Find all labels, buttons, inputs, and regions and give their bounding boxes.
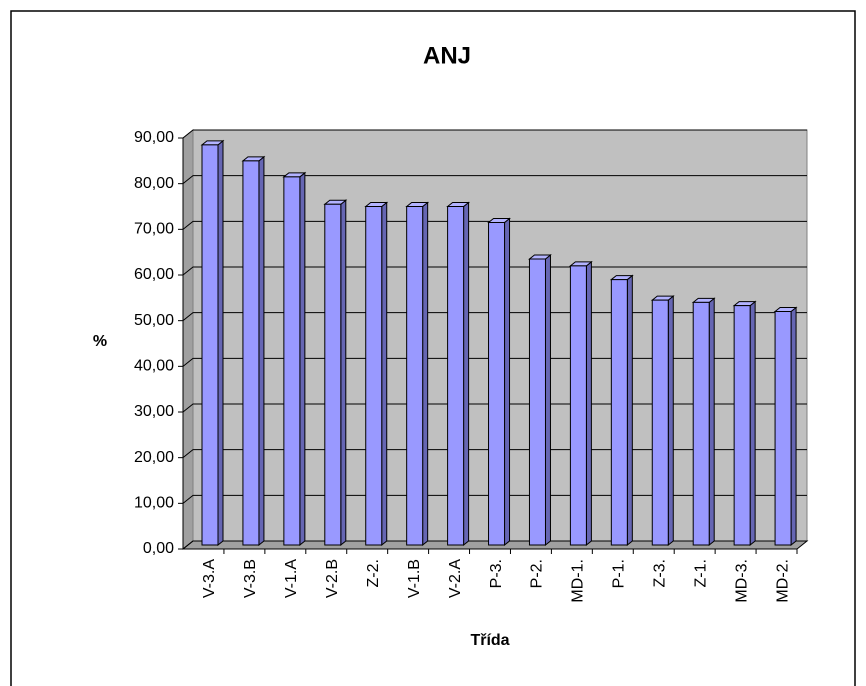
grid-line <box>182 312 807 322</box>
y-tick-label: 0,00 <box>143 540 174 557</box>
y-axis-label: % <box>93 333 107 350</box>
bar-side <box>790 306 797 547</box>
x-tick-label: P-1. <box>611 559 628 588</box>
x-axis-label: Třída <box>470 632 509 649</box>
bar-front <box>488 221 506 546</box>
x-tick-label: V-3.B <box>242 559 259 598</box>
grid-line <box>182 494 807 504</box>
bar-front <box>733 305 751 546</box>
bar-side <box>749 300 756 547</box>
bar <box>200 139 225 547</box>
bar <box>282 171 307 547</box>
bar-side <box>340 199 347 547</box>
x-tick-label: V-2.B <box>324 559 341 598</box>
y-tick-label: 10,00 <box>134 495 174 512</box>
y-tick-label: 90,00 <box>134 129 174 146</box>
x-tick-label: V-2.A <box>447 559 464 598</box>
bar-front <box>242 160 260 546</box>
x-tick-label: Z-3. <box>651 559 668 587</box>
bar-side <box>422 201 429 547</box>
bar <box>528 253 552 547</box>
bar <box>732 300 757 547</box>
y-tick-label: 70,00 <box>134 221 174 238</box>
bar <box>364 201 389 547</box>
x-tick-label: Z-2. <box>365 559 382 587</box>
bar <box>446 201 471 547</box>
x-tick-label: P-2. <box>529 559 546 588</box>
bar <box>650 295 675 547</box>
y-tick-label: 20,00 <box>134 449 174 466</box>
x-tick-label: Z-1. <box>692 559 709 587</box>
bar-front <box>365 206 383 546</box>
bar-front <box>324 203 342 546</box>
grid-line <box>182 220 807 230</box>
bar-side <box>708 297 715 547</box>
bar-side <box>217 139 224 547</box>
bar-side <box>299 171 306 547</box>
bar-side <box>381 201 388 547</box>
x-tick-label: V-1.A <box>283 559 300 598</box>
bar <box>609 274 634 547</box>
bar-front <box>406 206 424 546</box>
bar <box>405 201 430 547</box>
bar <box>773 306 798 547</box>
y-tick-label: 60,00 <box>134 266 174 283</box>
bar-front <box>651 299 669 546</box>
grid-line <box>182 449 807 459</box>
bar-front <box>610 279 628 546</box>
bar <box>241 155 266 547</box>
grid-line <box>182 403 807 413</box>
grid-line <box>182 266 807 276</box>
bar-side <box>585 260 592 547</box>
chart-title: ANJ <box>423 42 471 69</box>
bar-front <box>692 301 710 546</box>
grid-line <box>182 129 807 139</box>
bar-front <box>774 311 792 546</box>
bar <box>323 199 348 547</box>
bar-side <box>667 295 674 547</box>
bar-front <box>569 265 587 546</box>
y-tick-label: 50,00 <box>134 312 174 329</box>
bar <box>487 217 511 547</box>
x-tick-label: V-1.B <box>406 559 423 598</box>
x-tick-label: P-3. <box>488 559 505 588</box>
bar-front <box>447 206 465 546</box>
y-tick-label: 40,00 <box>134 358 174 375</box>
y-tick-label: 80,00 <box>134 175 174 192</box>
bar-side <box>626 274 633 547</box>
bar-side <box>544 253 551 547</box>
bar-front <box>528 258 546 546</box>
bar <box>568 260 593 547</box>
bar-side <box>258 155 265 547</box>
grid-line <box>182 175 807 185</box>
side-wall <box>182 128 194 551</box>
grid-line <box>182 357 807 367</box>
bar-side <box>463 201 470 547</box>
grid-line <box>182 540 807 550</box>
x-tick-label: MD-2. <box>774 559 791 603</box>
bar <box>691 297 716 547</box>
y-tick-label: 30,00 <box>134 403 174 420</box>
x-tick-label: MD-3. <box>733 559 750 603</box>
x-tick-label: MD-1. <box>570 559 587 603</box>
bar-front <box>283 176 301 546</box>
bar-front <box>201 144 219 546</box>
x-tick-label: V-3.A <box>201 559 218 598</box>
bar-side <box>504 217 511 547</box>
